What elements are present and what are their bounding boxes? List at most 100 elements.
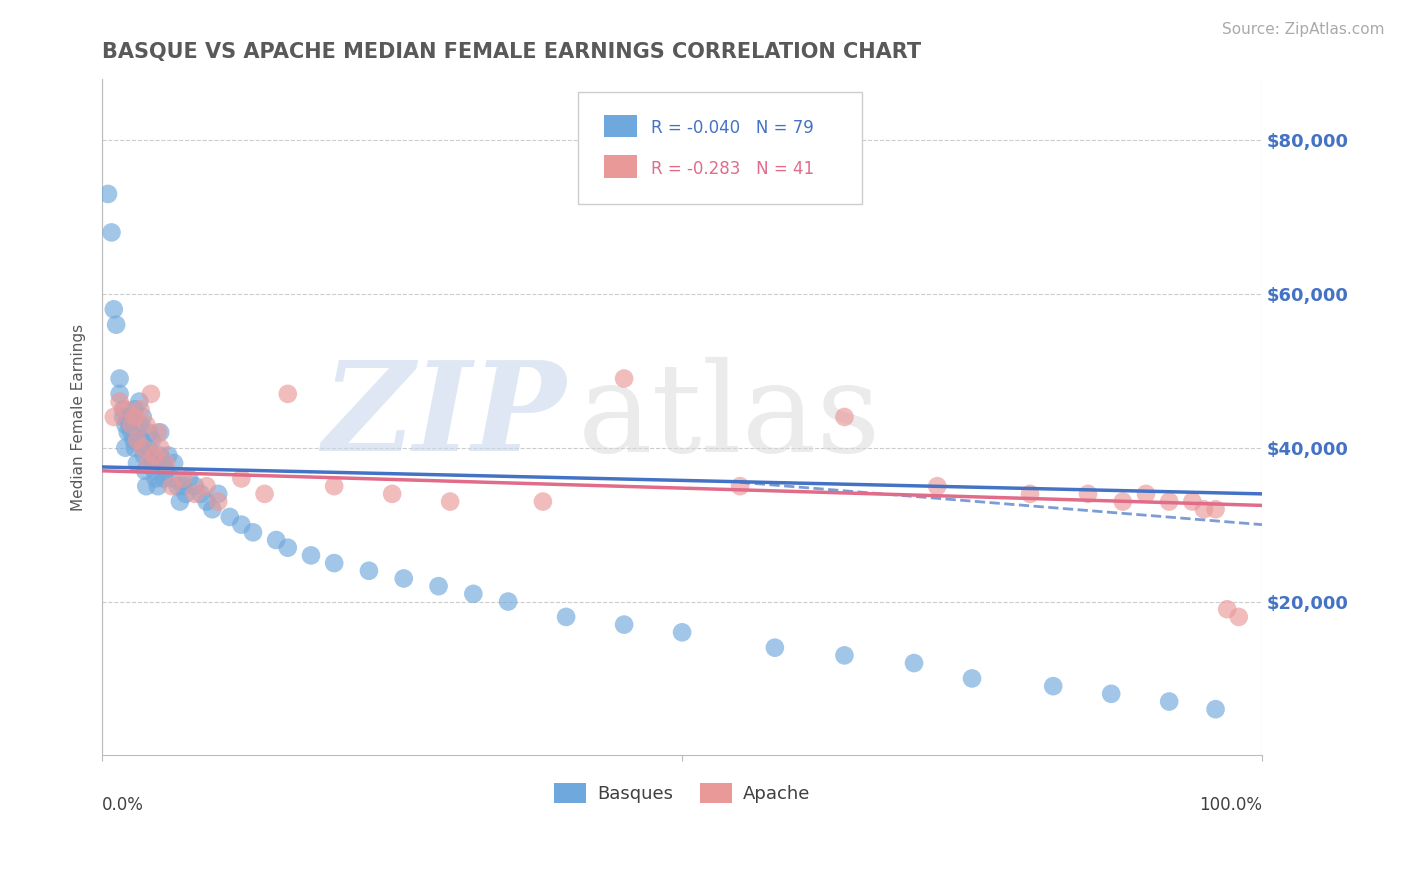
Apache bbox=[1192, 502, 1215, 516]
Apache bbox=[103, 409, 125, 424]
Apache bbox=[439, 494, 461, 508]
Apache bbox=[143, 449, 166, 463]
Apache bbox=[1077, 487, 1099, 501]
Apache bbox=[149, 441, 172, 455]
Basques bbox=[139, 449, 162, 463]
Basques bbox=[124, 402, 146, 417]
Basques bbox=[122, 433, 145, 447]
Basques bbox=[118, 417, 141, 432]
Basques bbox=[357, 564, 380, 578]
Basques bbox=[143, 464, 166, 478]
Basques bbox=[108, 371, 131, 385]
Basques bbox=[277, 541, 299, 555]
Apache bbox=[114, 402, 136, 417]
Apache bbox=[124, 409, 146, 424]
Basques bbox=[184, 479, 207, 493]
Apache bbox=[1112, 494, 1135, 508]
Apache bbox=[132, 441, 155, 455]
FancyBboxPatch shape bbox=[605, 155, 637, 178]
Apache bbox=[323, 479, 346, 493]
Apache bbox=[1205, 502, 1227, 516]
Basques bbox=[299, 549, 322, 563]
Apache bbox=[277, 387, 299, 401]
Basques bbox=[960, 672, 983, 686]
Basques bbox=[671, 625, 693, 640]
Basques bbox=[135, 479, 157, 493]
Basques bbox=[174, 487, 197, 501]
Legend: Basques, Apache: Basques, Apache bbox=[547, 775, 818, 811]
Basques bbox=[125, 433, 148, 447]
Basques bbox=[190, 487, 212, 501]
Basques bbox=[120, 409, 142, 424]
Basques bbox=[392, 572, 415, 586]
Apache bbox=[108, 394, 131, 409]
Basques bbox=[1042, 679, 1064, 693]
Apache bbox=[231, 471, 253, 485]
Basques bbox=[1099, 687, 1122, 701]
Basques bbox=[427, 579, 450, 593]
Basques bbox=[132, 409, 155, 424]
Text: ZIP: ZIP bbox=[322, 356, 567, 478]
Apache bbox=[139, 387, 162, 401]
Basques bbox=[323, 556, 346, 570]
Basques bbox=[132, 449, 155, 463]
Apache bbox=[531, 494, 554, 508]
Basques bbox=[555, 610, 578, 624]
Basques bbox=[145, 456, 167, 470]
Basques bbox=[141, 433, 163, 447]
Basques bbox=[152, 471, 174, 485]
Apache bbox=[927, 479, 949, 493]
Basques bbox=[166, 479, 188, 493]
Y-axis label: Median Female Earnings: Median Female Earnings bbox=[72, 324, 86, 510]
Basques bbox=[463, 587, 485, 601]
Basques bbox=[160, 471, 183, 485]
Text: BASQUE VS APACHE MEDIAN FEMALE EARNINGS CORRELATION CHART: BASQUE VS APACHE MEDIAN FEMALE EARNINGS … bbox=[103, 42, 921, 62]
Text: R = -0.283   N = 41: R = -0.283 N = 41 bbox=[651, 160, 814, 178]
Basques bbox=[169, 494, 191, 508]
Basques bbox=[125, 425, 148, 440]
Apache bbox=[138, 456, 160, 470]
FancyBboxPatch shape bbox=[605, 115, 637, 137]
Basques bbox=[155, 464, 177, 478]
Basques bbox=[129, 417, 152, 432]
Apache bbox=[253, 487, 276, 501]
Apache bbox=[125, 433, 148, 447]
Basques bbox=[131, 433, 153, 447]
Basques bbox=[207, 487, 229, 501]
Basques bbox=[149, 425, 172, 440]
Basques bbox=[1205, 702, 1227, 716]
Apache bbox=[129, 402, 152, 417]
Basques bbox=[112, 402, 135, 417]
Basques bbox=[195, 494, 218, 508]
Apache bbox=[172, 471, 194, 485]
Basques bbox=[179, 471, 201, 485]
Apache bbox=[1135, 487, 1157, 501]
Basques bbox=[242, 525, 264, 540]
Basques bbox=[138, 441, 160, 455]
Basques bbox=[108, 387, 131, 401]
Apache bbox=[1019, 487, 1042, 501]
Basques bbox=[1159, 694, 1181, 708]
Apache bbox=[1181, 494, 1204, 508]
Basques bbox=[218, 510, 240, 524]
Apache bbox=[728, 479, 751, 493]
Basques bbox=[834, 648, 856, 663]
Basques bbox=[114, 441, 136, 455]
Text: R = -0.040   N = 79: R = -0.040 N = 79 bbox=[651, 119, 814, 137]
Apache bbox=[834, 409, 856, 424]
Basques bbox=[146, 479, 169, 493]
Basques bbox=[231, 517, 253, 532]
Apache bbox=[160, 479, 183, 493]
Apache bbox=[195, 479, 218, 493]
Apache bbox=[120, 417, 142, 432]
Basques bbox=[97, 186, 120, 201]
Basques bbox=[149, 449, 172, 463]
Basques bbox=[763, 640, 786, 655]
Basques bbox=[264, 533, 287, 547]
Basques bbox=[117, 409, 139, 424]
Basques bbox=[496, 594, 519, 608]
Basques bbox=[903, 656, 925, 670]
Basques bbox=[134, 464, 156, 478]
Text: Source: ZipAtlas.com: Source: ZipAtlas.com bbox=[1222, 22, 1385, 37]
Basques bbox=[128, 394, 150, 409]
